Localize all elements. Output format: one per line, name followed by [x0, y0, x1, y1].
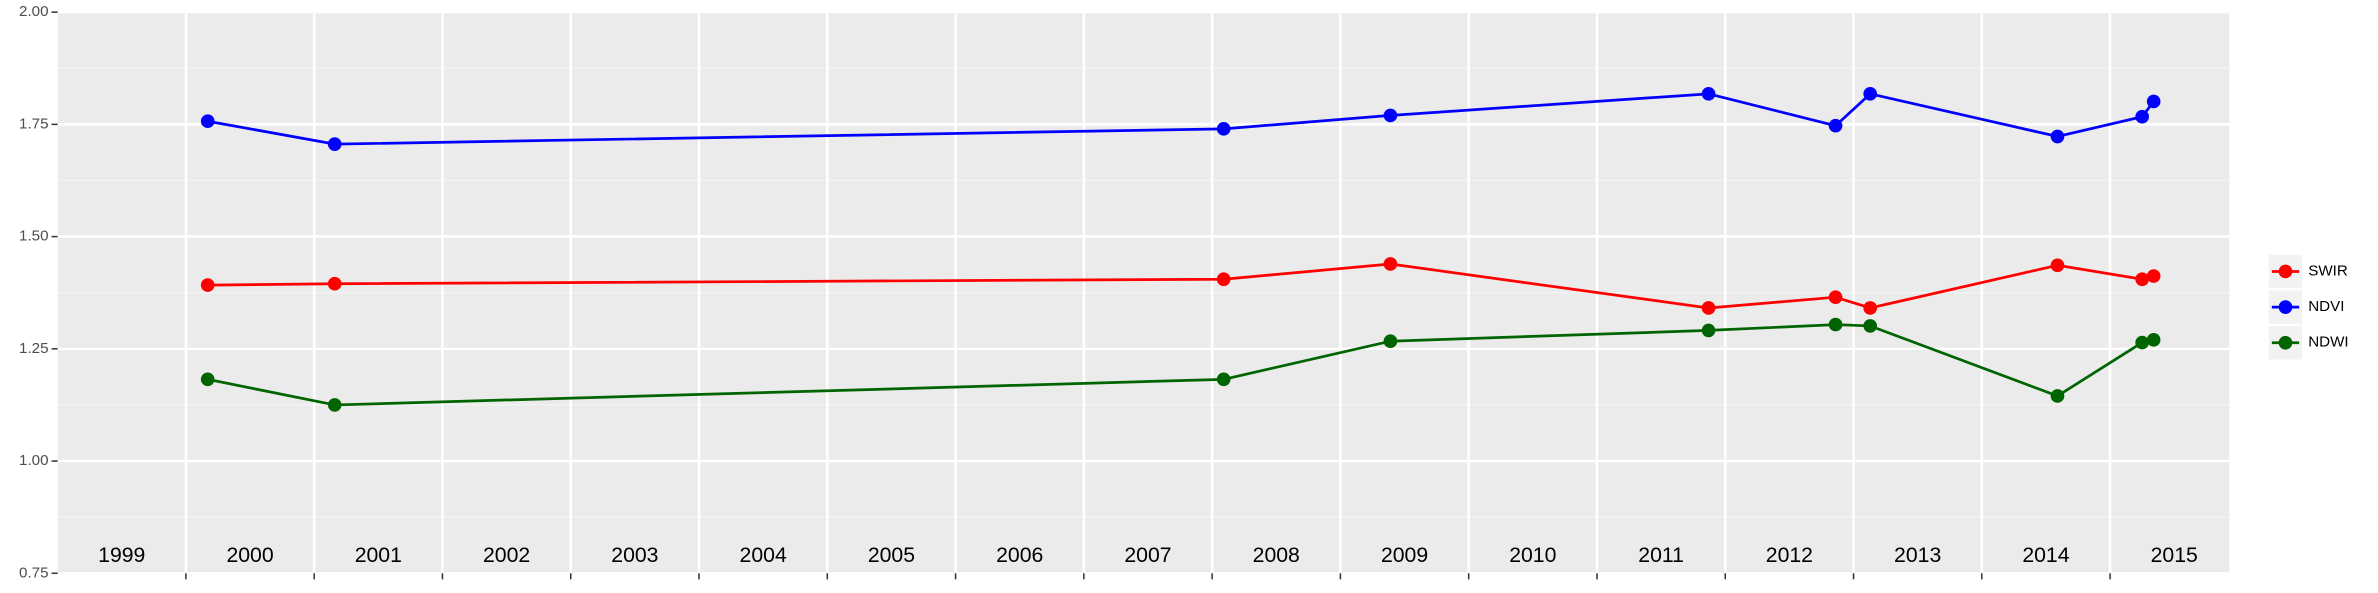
data-point: [327, 276, 342, 291]
data-point: [2146, 333, 2161, 347]
data-point: [2050, 129, 2065, 144]
data-point: [1701, 301, 1716, 315]
x-tick-label: 2000: [226, 544, 273, 567]
x-tick-label: 2012: [1766, 544, 1813, 567]
data-point: [1216, 272, 1231, 287]
data-point: [1216, 122, 1231, 136]
data-point: [1383, 108, 1398, 123]
legend-point: [2278, 264, 2293, 279]
data-point: [2135, 272, 2149, 287]
data-point: [327, 398, 342, 412]
data-point: [1828, 290, 1843, 305]
y-tick-label: 1.50: [19, 228, 49, 245]
data-point: [1701, 323, 1716, 338]
data-point: [1701, 87, 1716, 101]
x-tick-label: 2005: [868, 544, 915, 567]
x-tick-label: 2014: [2022, 544, 2069, 567]
legend-label: NDWI: [2308, 334, 2348, 351]
data-point: [2050, 258, 2065, 273]
series-line: [207, 262, 2155, 310]
series-line: [207, 323, 2155, 407]
x-tick-label: 2006: [996, 544, 1043, 567]
x-tick-label: 1999: [98, 544, 145, 567]
x-tick-label: 2008: [1253, 544, 1300, 567]
data-point: [200, 372, 215, 387]
data-point: [1828, 317, 1843, 332]
data-point: [200, 278, 215, 292]
data-point: [200, 114, 215, 129]
data-point: [1216, 372, 1231, 387]
data-point: [2146, 94, 2161, 109]
x-tick-label: 2009: [1381, 544, 1428, 567]
x-tick-label: 2004: [740, 544, 787, 567]
data-point: [1863, 87, 1878, 101]
data-point: [327, 137, 342, 151]
x-tick-label: 2013: [1894, 544, 1941, 567]
data-point: [2135, 109, 2149, 124]
data-point: [2135, 335, 2149, 350]
data-point: [1383, 257, 1398, 271]
legend-point: [2278, 300, 2293, 314]
data-point: [1383, 334, 1398, 349]
series-line: [207, 92, 2155, 146]
x-tick-label: 2001: [355, 544, 402, 567]
x-tick-label: 2010: [1509, 544, 1556, 567]
y-tick-label: 2.00: [19, 3, 49, 20]
data-point: [2146, 269, 2161, 283]
x-tick-label: 2011: [1638, 544, 1684, 567]
x-tick-label: 2002: [483, 544, 530, 567]
x-tick-label: 2003: [611, 544, 658, 567]
data-point: [2050, 389, 2065, 403]
y-tick-label: 1.75: [19, 115, 49, 132]
legend-label: NDVI: [2308, 298, 2344, 315]
data-point: [1863, 319, 1878, 333]
data-point: [1863, 301, 1878, 315]
y-tick-label: 0.75: [19, 564, 49, 581]
data-point: [1828, 118, 1843, 133]
legend-label: SWIR: [2308, 262, 2348, 279]
legend-point: [2278, 335, 2293, 350]
y-tick-label: 1.25: [19, 340, 49, 357]
x-tick-label: 2007: [1124, 544, 1171, 567]
x-tick-label: 2015: [2151, 544, 2198, 567]
y-tick-label: 1.00: [19, 452, 49, 469]
